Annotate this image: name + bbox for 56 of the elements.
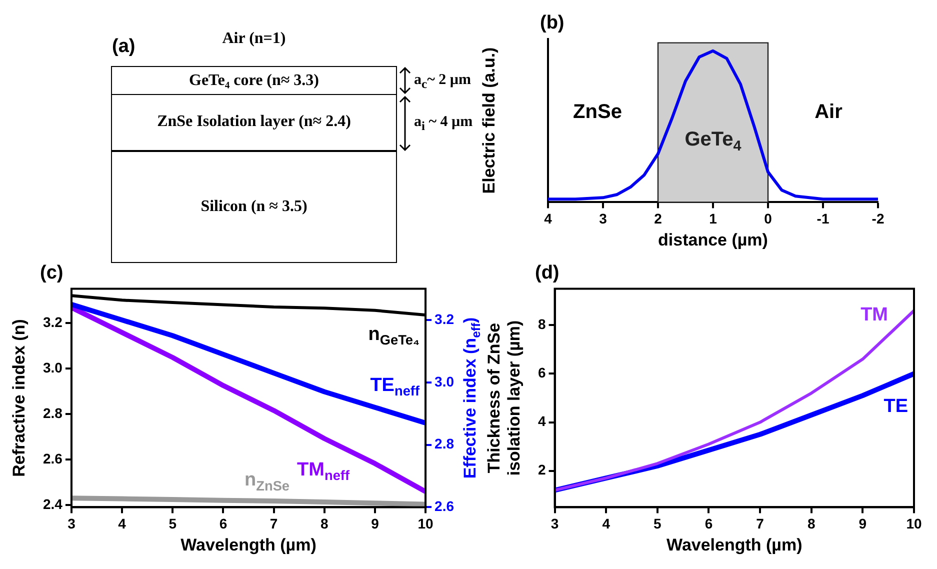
- x-tick-label: 9: [858, 515, 867, 532]
- x-tick-label: 2: [654, 210, 662, 226]
- y2-tick-label: 3.2: [434, 310, 454, 327]
- y-tick-label: 2.4: [42, 496, 63, 512]
- series-label: TM: [860, 304, 888, 326]
- x-axis-title: distance (µm): [658, 230, 768, 250]
- x-tick-label: -2: [872, 210, 884, 226]
- x-axis-title: Wavelength (µm): [180, 536, 316, 555]
- y-tick-label: 6: [538, 364, 546, 381]
- chart-title: (c): [40, 262, 64, 284]
- y2-tick-label: 2.6: [434, 498, 454, 514]
- y2-tick-label: 3.0: [434, 373, 454, 390]
- x-tick-label: -1: [816, 210, 830, 226]
- x-tick-label: 0: [764, 210, 772, 226]
- x-tick-label: 5: [654, 515, 662, 532]
- y-tick-label: 2: [538, 462, 546, 478]
- y-axis-title: Refractive index (n): [10, 319, 29, 477]
- y-tick-label: 8: [538, 316, 546, 332]
- annotation: ZnSe: [573, 100, 622, 123]
- x-tick-label: 3: [599, 210, 608, 226]
- text: a$_{c}$~ 2 µm: [414, 72, 472, 92]
- x-tick-label: 7: [270, 515, 278, 532]
- y-tick-label: 2.8: [42, 404, 63, 421]
- y2-axis-title: Effective index (neff): [460, 317, 483, 479]
- y-tick-label: 3.0: [42, 359, 63, 376]
- x-tick-label: 3: [68, 515, 76, 532]
- x-tick-label: 1: [709, 210, 718, 226]
- y-tick-label: 2.6: [42, 450, 63, 466]
- y-axis-title: Thickness of ZnSe isolation layer (µm): [484, 320, 524, 476]
- chart-title: (b): [540, 12, 564, 34]
- series-label: TE: [884, 396, 908, 418]
- y-axis-title: Electric field (a.u.): [480, 47, 499, 194]
- x-tick-label: 8: [807, 515, 816, 532]
- text: GeTe₄ core (n≈ 3.3): [189, 72, 319, 90]
- x-tick-label: 5: [168, 515, 177, 532]
- y-tick-label: 4: [538, 413, 546, 430]
- x-axis-title: Wavelength (µm): [666, 536, 802, 555]
- x-tick-label: 7: [756, 515, 764, 532]
- x-tick-label: 10: [418, 515, 434, 532]
- chart-title: (d): [535, 262, 560, 284]
- x-tick-label: 8: [320, 515, 328, 532]
- y2-tick-label: 2.8: [434, 436, 454, 452]
- text: Air (n=1): [222, 30, 286, 47]
- y-tick-label: 3.2: [42, 314, 63, 330]
- text: ZnSe Isolation layer (n≈ 2.4): [157, 113, 351, 131]
- annotation: Air: [814, 100, 843, 123]
- text: (a): [112, 36, 136, 58]
- text: Silicon (n ≈ 3.5): [200, 198, 308, 216]
- x-tick-label: 10: [906, 515, 922, 532]
- x-tick-label: 4: [602, 515, 610, 532]
- text: a$_{i}$ ~ 4 µm: [414, 114, 473, 134]
- x-tick-label: 4: [118, 515, 126, 532]
- x-tick-label: 9: [371, 515, 380, 532]
- x-tick-label: 6: [704, 515, 713, 532]
- x-tick-label: 6: [219, 515, 228, 532]
- x-tick-label: 3: [550, 515, 559, 532]
